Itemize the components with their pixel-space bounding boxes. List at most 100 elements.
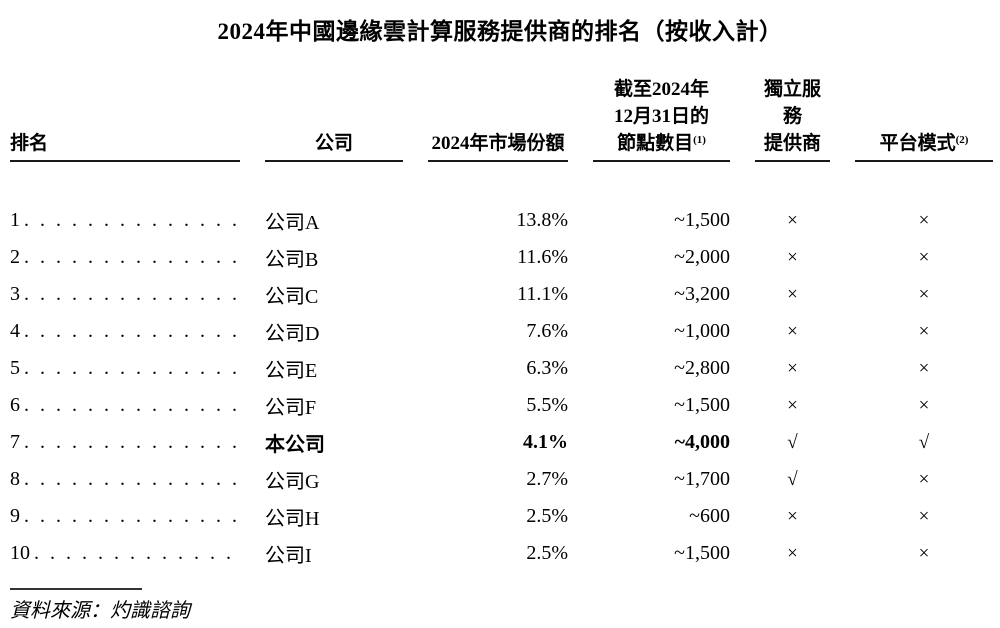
independent-mark: × [787, 542, 798, 564]
header-rank: 排名 [10, 130, 240, 162]
nodes-cell: ~2,800 [674, 357, 730, 379]
company-cell: 公司I [265, 545, 312, 567]
nodes-cell: ~1,500 [674, 209, 730, 231]
nodes-cell: ~3,200 [674, 283, 730, 305]
independent-mark: × [787, 246, 798, 268]
header-company-label: 公司 [314, 133, 353, 154]
company-cell: 公司E [265, 360, 318, 382]
platform-mark: × [918, 394, 930, 416]
table-row-2: 2 公司B 11.6% ~2,000 × × [10, 239, 995, 276]
footnote-marker-2: (2) [955, 134, 969, 146]
table-body: 1 公司A 13.8% ~1,500 × × 2 公司B 11.6% ~2,00… [10, 202, 995, 572]
header-independent-provider: 獨立服務 提供商 [755, 76, 830, 162]
company-cell: 公司G [265, 471, 320, 493]
header-independent-line2: 提供商 [763, 133, 821, 154]
company-cell: 本公司 [265, 434, 325, 456]
nodes-cell: ~4,000 [674, 431, 730, 453]
rank-cell: 3 [10, 283, 240, 306]
table-row-5: 5 公司E 6.3% ~2,800 × × [10, 350, 995, 387]
source-footnote: 資料來源：灼識諮詢 [10, 588, 190, 623]
header-nodes: 截至2024年 12月31日的 節點數目(1) [593, 76, 730, 162]
header-nodes-line3: 節點數目(1) [617, 133, 706, 154]
platform-mark: × [918, 320, 930, 342]
footnote-marker-1: (1) [693, 134, 706, 146]
table-header-row: 排名 公司 2024年市場份額 截至2024年 12月31日的 節點數目(1) … [10, 76, 995, 162]
independent-mark: × [787, 209, 798, 231]
company-cell: 公司A [265, 212, 320, 234]
header-nodes-line2: 12月31日的 [613, 106, 709, 127]
dot-leader [24, 209, 240, 232]
page-title: 2024年中國邊緣雲計算服務提供商的排名（按收入計） [217, 19, 783, 44]
market-share-cell: 4.1% [523, 431, 568, 453]
independent-mark: × [787, 283, 798, 305]
nodes-cell: ~2,000 [674, 246, 730, 268]
table-row-3: 3 公司C 11.1% ~3,200 × × [10, 276, 995, 313]
platform-mark: × [918, 468, 930, 490]
market-share-cell: 11.1% [517, 283, 568, 305]
company-cell: 公司C [265, 286, 319, 308]
independent-mark: √ [787, 468, 798, 490]
dot-leader [24, 283, 240, 306]
independent-mark: × [787, 357, 798, 379]
header-company: 公司 [265, 130, 403, 162]
platform-mark: × [918, 505, 930, 527]
table-row-6: 6 公司F 5.5% ~1,500 × × [10, 387, 995, 424]
nodes-cell: ~1,000 [674, 320, 730, 342]
independent-mark: × [787, 320, 798, 342]
independent-mark: × [787, 394, 798, 416]
footnote-divider [10, 588, 142, 590]
rank-cell: 6 [10, 394, 240, 417]
rank-cell: 9 [10, 505, 240, 528]
table-row-8: 8 公司G 2.7% ~1,700 √ × [10, 461, 995, 498]
source-text: 資料來源：灼識諮詢 [10, 600, 190, 622]
platform-mark: × [918, 283, 930, 305]
dot-leader [24, 505, 240, 528]
nodes-cell: ~1,500 [674, 394, 730, 416]
nodes-cell: ~1,700 [674, 468, 730, 490]
dot-leader [24, 320, 240, 343]
market-share-cell: 7.6% [526, 320, 568, 342]
table-row-10: 10 公司I 2.5% ~1,500 × × [10, 535, 995, 572]
table-row-7-our-company: 7 本公司 4.1% ~4,000 √ √ [10, 424, 995, 461]
table-row-1: 1 公司A 13.8% ~1,500 × × [10, 202, 995, 239]
table-row-4: 4 公司D 7.6% ~1,000 × × [10, 313, 995, 350]
company-cell: 公司D [265, 323, 320, 345]
market-share-cell: 5.5% [526, 394, 568, 416]
independent-mark: √ [787, 431, 798, 453]
independent-mark: × [787, 505, 798, 527]
platform-mark: × [918, 542, 930, 564]
header-market-share-label: 2024年市場份額 [431, 133, 565, 154]
dot-leader [34, 542, 240, 565]
market-share-cell: 2.5% [526, 505, 568, 527]
dot-leader [24, 468, 240, 491]
header-rank-label: 排名 [10, 133, 49, 154]
rank-cell: 5 [10, 357, 240, 380]
platform-mark: √ [918, 431, 930, 453]
rank-cell: 10 [10, 542, 240, 565]
rank-cell: 8 [10, 468, 240, 491]
header-platform-model: 平台模式(2) [855, 130, 993, 162]
dot-leader [24, 431, 240, 454]
rank-cell: 4 [10, 320, 240, 343]
rank-cell: 2 [10, 246, 240, 269]
ranking-table: 排名 公司 2024年市場份額 截至2024年 12月31日的 節點數目(1) … [10, 76, 995, 572]
header-market-share: 2024年市場份額 [428, 130, 568, 162]
market-share-cell: 2.7% [526, 468, 568, 490]
header-nodes-line1: 截至2024年 [613, 79, 709, 100]
market-share-cell: 11.6% [517, 246, 568, 268]
header-independent-line1: 獨立服務 [763, 79, 821, 127]
platform-mark: × [918, 357, 930, 379]
nodes-cell: ~1,500 [674, 542, 730, 564]
nodes-cell: ~600 [689, 505, 730, 527]
dot-leader [24, 246, 240, 269]
platform-mark: × [918, 246, 930, 268]
market-share-cell: 2.5% [526, 542, 568, 564]
company-cell: 公司H [265, 508, 320, 530]
company-cell: 公司B [265, 249, 319, 271]
platform-mark: × [918, 209, 930, 231]
rank-cell: 1 [10, 209, 240, 232]
dot-leader [24, 394, 240, 417]
market-share-cell: 6.3% [526, 357, 568, 379]
market-share-cell: 13.8% [516, 209, 568, 231]
